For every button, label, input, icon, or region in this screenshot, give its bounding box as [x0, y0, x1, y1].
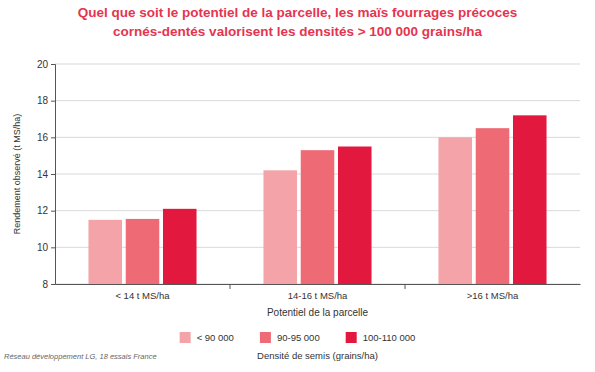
legend: < 90 000 90-95 000 100-110 000 [180, 332, 416, 343]
y-tick-mark [51, 174, 55, 175]
title: Quel que soit le potentiel de la parcell… [78, 5, 518, 20]
legend-swatch [260, 332, 271, 343]
y-tick: 10 [37, 242, 55, 253]
y-tick-label: 8 [42, 279, 48, 290]
y-tick-mark [51, 211, 55, 212]
y-axis-title: Rendement observé (t MS/ha) [12, 114, 22, 235]
source: Réseau développement LG, 18 essais Franc… [4, 352, 157, 361]
y-tick-mark [51, 137, 55, 138]
x-tick: < 14 t MS/ha [115, 284, 170, 301]
y-tick: 18 [37, 95, 55, 106]
bar [338, 147, 372, 285]
bars [88, 115, 546, 284]
grid-line [55, 100, 580, 101]
legend-item: < 90 000 [180, 332, 234, 343]
y-axis-line [51, 65, 56, 285]
x-tick: 14-16 t MS/ha [288, 284, 348, 301]
legend-label: 90-95 000 [277, 332, 320, 343]
chart: Quel que soit le potentiel de la parcell… [0, 0, 595, 372]
y-tick: 12 [37, 205, 55, 216]
y-tick-label: 10 [37, 242, 49, 253]
y-tick: 20 [37, 59, 55, 70]
x-tick: >16 t MS/ha [467, 284, 519, 301]
y-tick-mark [51, 284, 55, 285]
bar [438, 137, 472, 284]
legend-title: Densité de semis (grains/ha) [257, 350, 378, 361]
y-tick-mark [51, 247, 55, 248]
legend-label: < 90 000 [197, 332, 234, 343]
y-tick-label: 16 [37, 132, 49, 143]
plot: 8 10 12 14 16 18 20 < 14 t MS/ha 14-16 t MS/ha >1… [37, 59, 581, 301]
legend-swatch [180, 332, 191, 343]
group-separator [230, 284, 231, 289]
y-tick-label: 14 [37, 169, 49, 180]
title: cornés-dentés valorisent les densités > … [113, 24, 482, 39]
y-tick-label: 12 [37, 205, 49, 216]
y-tick-label: 18 [37, 95, 49, 106]
bar [301, 150, 335, 284]
x-axis-line [56, 284, 581, 285]
x-tick-label: >16 t MS/ha [467, 290, 519, 301]
y-axis: 8 10 12 14 16 18 20 [37, 59, 56, 290]
grid-line [55, 64, 580, 65]
bar [263, 170, 297, 284]
bar [88, 220, 122, 284]
y-tick: 16 [37, 132, 55, 143]
legend-swatch [346, 332, 357, 343]
y-tick-label: 20 [37, 59, 49, 70]
legend-item: 90-95 000 [260, 332, 320, 343]
bar [513, 115, 547, 284]
legend-item: 100-110 000 [346, 332, 416, 343]
y-tick-mark [51, 101, 55, 102]
x-tick-label: 14-16 t MS/ha [288, 290, 348, 301]
x-axis-title: Potentiel de la parcelle [267, 307, 369, 318]
legend-label: 100-110 000 [363, 332, 416, 343]
y-tick: 14 [37, 169, 55, 180]
x-axis: < 14 t MS/ha 14-16 t MS/ha >16 t MS/ha [56, 284, 581, 301]
x-tick-label: < 14 t MS/ha [115, 290, 170, 301]
bar [476, 128, 510, 284]
y-tick-mark [51, 64, 55, 65]
bar [126, 219, 160, 284]
bar [163, 209, 197, 284]
y-tick: 8 [42, 279, 55, 290]
grid [55, 64, 580, 284]
group-separator [405, 284, 406, 289]
